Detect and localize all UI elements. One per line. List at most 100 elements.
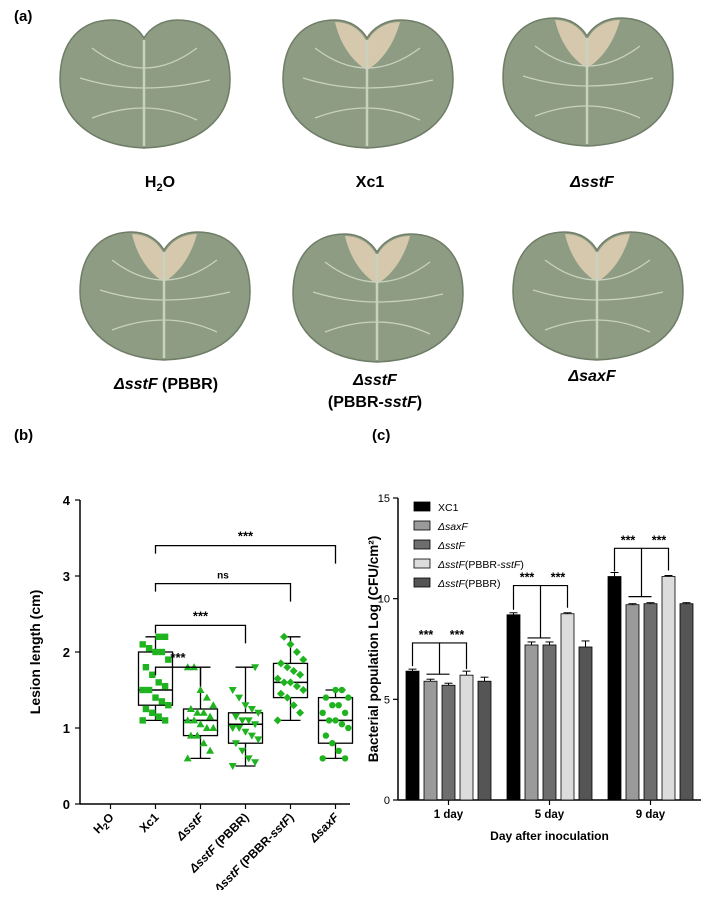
significance-label: *** — [193, 608, 209, 623]
data-point — [209, 701, 218, 709]
y-axis-label: Bacterial population Log (CFU/cm²) — [366, 536, 381, 763]
leaf-label-text: ΔsaxF — [568, 368, 616, 385]
x-tick-label: 1 day — [434, 809, 464, 821]
legend-label: ΔsstF — [437, 540, 465, 552]
leaf-vein — [596, 291, 664, 301]
data-point — [338, 721, 346, 728]
bar — [423, 680, 438, 801]
leaf-label-text: (PBBR) — [157, 376, 219, 393]
legend-swatch — [413, 520, 431, 531]
data-point — [251, 664, 260, 672]
data-point — [165, 656, 172, 663]
significance-label: *** — [450, 628, 465, 642]
data-point — [289, 701, 298, 710]
significance-bracket — [154, 582, 292, 602]
leaf-photo — [512, 231, 684, 361]
x-axis-label: Day after inoculation — [490, 829, 609, 843]
leaf-vein — [314, 107, 368, 119]
data-point — [145, 686, 153, 694]
y-tick-label: 1 — [63, 721, 70, 736]
legend-label-part: ΔsstF — [437, 578, 465, 590]
data-point — [341, 755, 349, 762]
leaf-label-text: H — [144, 174, 157, 191]
data-point — [283, 663, 292, 672]
data-point — [254, 709, 263, 717]
data-point — [183, 754, 192, 762]
data-point — [149, 671, 156, 678]
x-tick-label-part: ΔsaxF — [306, 810, 342, 846]
data-point — [235, 694, 244, 702]
leaf-vein — [91, 107, 145, 119]
leaf-vein — [366, 47, 421, 69]
bar — [643, 603, 658, 801]
data-point — [251, 721, 260, 729]
data-point — [283, 693, 292, 702]
leaf-vein — [376, 293, 444, 303]
legend-swatch — [413, 539, 431, 550]
x-tick-label: ΔsaxF — [306, 810, 342, 846]
data-point — [345, 694, 352, 701]
data-point — [280, 678, 289, 687]
data-point — [325, 717, 333, 724]
leaf-label-text: sstF — [383, 394, 417, 411]
data-point — [319, 755, 326, 762]
lesion-length-chart: (b) 0 1 2 3 4 Lesion length (cm) H2O Xc1 ΔsstFΔss… — [14, 427, 354, 890]
leaf-vein — [163, 259, 218, 281]
data-point — [206, 746, 215, 754]
leaf-label: H2O — [60, 172, 260, 199]
significance-bracket — [154, 666, 202, 686]
leaf-vein — [366, 107, 421, 121]
legend-label: ΔsaxF — [437, 521, 468, 533]
leaf-label-text: Xc1 — [355, 174, 385, 191]
significance-label: *** — [238, 529, 254, 544]
data-point — [142, 705, 150, 713]
y-tick-label: 0 — [384, 795, 390, 807]
leaf-label: ΔsstF — [492, 172, 692, 194]
data-point — [149, 709, 156, 716]
leaf-vein — [99, 289, 165, 301]
x-tick-label: 9 day — [636, 809, 666, 821]
x-tick-label-part: 2 — [101, 821, 112, 832]
legend-label-part: (PBBR- — [465, 559, 501, 571]
leaf-vein — [163, 319, 218, 333]
bar — [661, 576, 676, 801]
data-point — [183, 716, 192, 724]
data-point — [145, 645, 153, 652]
data-point — [228, 725, 237, 732]
data-point — [273, 716, 282, 725]
leaf-vein — [111, 319, 165, 331]
data-point — [209, 724, 218, 731]
data-point — [276, 689, 285, 698]
bar — [578, 646, 593, 801]
bacterial-population-chart: (c) 0 5 10 15 Bacterial population Log (CFU/c… — [366, 427, 701, 843]
y-tick-label: 10 — [378, 594, 390, 606]
leaf-label-text: ΔsstF — [113, 376, 158, 393]
data-point — [196, 686, 205, 693]
data-point — [158, 698, 166, 705]
bar — [542, 644, 557, 801]
leaf-vein — [314, 47, 368, 69]
y-tick-label: 2 — [63, 645, 70, 660]
leaf-vein — [586, 77, 654, 87]
leaf-vein — [534, 105, 588, 117]
leaf-vein — [163, 291, 231, 301]
significance-label: *** — [419, 628, 434, 642]
y-tick-label: 5 — [384, 694, 390, 706]
panel-b-label: (b) — [14, 427, 33, 444]
x-tick-label-part: (PBBR) — [210, 810, 252, 852]
data-point — [193, 731, 202, 739]
data-point — [247, 732, 256, 740]
data-point — [161, 717, 169, 724]
leaf-vein — [544, 259, 598, 281]
significance-label: *** — [551, 571, 566, 585]
leaf-vein — [312, 291, 378, 303]
data-point — [322, 732, 330, 739]
y-axis-label: Lesion length (cm) — [27, 590, 43, 714]
bar — [441, 684, 456, 801]
significance-bracket — [613, 547, 643, 597]
leaf-vein — [544, 319, 598, 331]
data-point — [286, 640, 295, 649]
significance-label: ns — [217, 571, 229, 582]
legend-label-part: sstF — [500, 559, 520, 571]
legend-swatch — [413, 501, 431, 512]
